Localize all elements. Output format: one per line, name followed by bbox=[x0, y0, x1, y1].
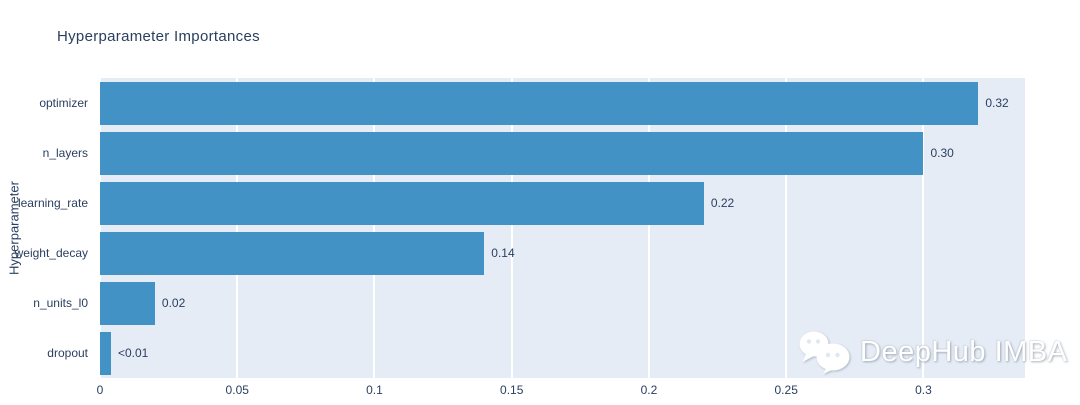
x-tick-label: 0.25 bbox=[774, 383, 798, 397]
bar-n_layers[interactable] bbox=[100, 131, 924, 175]
y-tick-label: dropout bbox=[47, 346, 88, 360]
watermark-text: DeepHub IMBA bbox=[860, 335, 1068, 368]
bar-row: 0.30 bbox=[100, 128, 1025, 178]
bar-row: <0.01 bbox=[100, 328, 1025, 378]
bar-value-label: 0.30 bbox=[930, 146, 954, 160]
x-tick-label: 0.3 bbox=[915, 383, 932, 397]
wechat-icon bbox=[799, 331, 850, 374]
y-tick-label: optimizer bbox=[39, 96, 88, 110]
bar-value-label: 0.02 bbox=[161, 296, 186, 310]
y-axis-tick-labels: optimizer n_layers learning_rate weight_dec… bbox=[0, 78, 94, 378]
x-tick-label: 0.15 bbox=[500, 383, 524, 397]
bar-row: 0.32 bbox=[100, 78, 1025, 128]
bar-weight_decay[interactable] bbox=[100, 231, 485, 275]
x-tick-label: 0.05 bbox=[225, 383, 249, 397]
bar-value-label: 0.14 bbox=[491, 246, 515, 260]
x-axis-tick-labels: 0 0.05 0.1 0.15 0.2 0.25 0.3 bbox=[96, 383, 1025, 401]
bar-value-label: 0.22 bbox=[710, 196, 735, 210]
bar-row: 0.14 bbox=[100, 228, 1025, 278]
gridline bbox=[647, 78, 650, 378]
x-tick-label: 0 bbox=[96, 383, 104, 397]
bar-value-label: <0.01 bbox=[117, 346, 149, 360]
watermark: DeepHub IMBA bbox=[796, 329, 1068, 375]
y-tick-label: learning_rate bbox=[17, 196, 88, 210]
gridline bbox=[785, 78, 788, 378]
bar-optimizer[interactable] bbox=[100, 81, 979, 125]
gridline bbox=[922, 78, 925, 378]
gridline bbox=[373, 78, 376, 378]
bar-n_units_l0[interactable] bbox=[100, 281, 155, 325]
plot-area[interactable]: 0.32 0.30 0.22 0.14 0.02 <0.01 bbox=[99, 78, 1025, 378]
x-tick-label: 0.2 bbox=[640, 383, 658, 397]
bar-learning_rate[interactable] bbox=[100, 181, 704, 225]
bar-value-label: 0.32 bbox=[985, 96, 1009, 110]
gridline bbox=[510, 78, 513, 378]
bar-row: 0.02 bbox=[100, 278, 1025, 328]
y-tick-label: weight_decay bbox=[14, 246, 88, 260]
y-tick-label: n_layers bbox=[42, 146, 88, 160]
y-tick-label: n_units_l0 bbox=[33, 296, 88, 310]
bar-row: 0.22 bbox=[100, 178, 1025, 228]
gridline bbox=[99, 78, 101, 378]
gridline bbox=[236, 78, 239, 378]
x-tick-label: 0.1 bbox=[366, 383, 383, 397]
chart-title: Hyperparameter Importances bbox=[57, 28, 260, 45]
bar-dropout[interactable] bbox=[100, 331, 111, 375]
